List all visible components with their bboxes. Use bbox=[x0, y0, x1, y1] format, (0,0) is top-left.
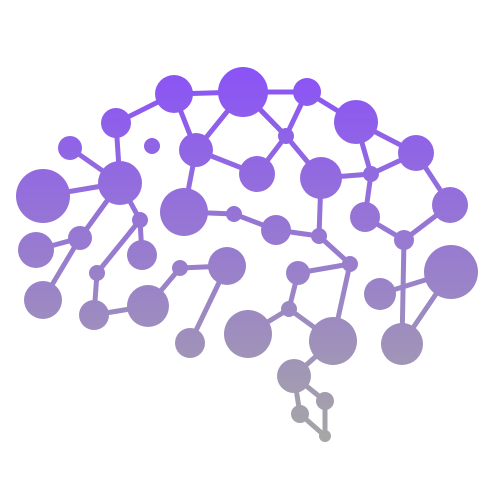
network-node bbox=[68, 226, 92, 250]
network-node bbox=[293, 78, 321, 106]
network-node bbox=[281, 301, 297, 317]
network-node bbox=[350, 202, 380, 232]
network-node bbox=[155, 75, 193, 113]
network-node bbox=[101, 108, 131, 138]
network-node bbox=[18, 232, 54, 268]
network-node bbox=[432, 187, 468, 223]
network-node bbox=[24, 281, 62, 319]
network-node bbox=[89, 265, 105, 281]
network-node bbox=[316, 392, 334, 410]
network-node bbox=[277, 359, 311, 393]
network-node bbox=[132, 212, 148, 228]
network-node bbox=[398, 135, 434, 171]
network-node bbox=[172, 260, 188, 276]
network-node bbox=[16, 169, 70, 223]
network-node bbox=[144, 138, 160, 154]
network-node bbox=[278, 128, 294, 144]
network-node bbox=[334, 100, 378, 144]
network-node bbox=[79, 300, 109, 330]
network-node bbox=[363, 166, 379, 182]
network-node bbox=[261, 215, 291, 245]
network-node bbox=[291, 405, 309, 423]
network-node bbox=[218, 67, 268, 117]
network-node bbox=[394, 230, 414, 250]
network-node bbox=[309, 317, 357, 365]
network-node bbox=[224, 310, 272, 358]
network-node bbox=[381, 323, 423, 365]
network-node bbox=[424, 245, 478, 299]
network-node bbox=[127, 240, 157, 270]
network-node bbox=[179, 133, 213, 167]
network-node bbox=[98, 161, 142, 205]
network-node bbox=[239, 156, 275, 192]
network-node bbox=[319, 430, 331, 442]
network-node bbox=[208, 247, 246, 285]
network-node bbox=[342, 256, 358, 272]
network-node bbox=[175, 328, 205, 358]
network-node bbox=[58, 136, 82, 160]
network-node bbox=[127, 285, 169, 327]
connection-line bbox=[94, 217, 143, 276]
network-node bbox=[286, 261, 310, 285]
network-node bbox=[364, 278, 396, 310]
network-nodes bbox=[16, 67, 478, 442]
network-node bbox=[300, 157, 342, 199]
network-node bbox=[226, 206, 242, 222]
network-node bbox=[160, 188, 208, 236]
network-node bbox=[311, 228, 327, 244]
